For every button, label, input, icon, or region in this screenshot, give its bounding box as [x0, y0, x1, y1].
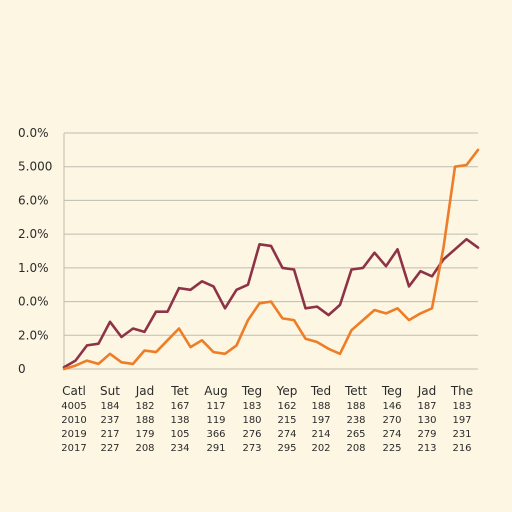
x-value-label: 295	[277, 443, 296, 454]
x-value-label: 216	[452, 443, 471, 454]
series-line-1	[62, 237, 480, 369]
x-tick-label: The	[450, 384, 473, 398]
y-tick-label: 2.0%	[18, 227, 49, 241]
x-value-label: 238	[346, 415, 365, 426]
x-value-label: 366	[206, 429, 225, 440]
x-value-label: 183	[452, 401, 471, 412]
x-tick-label: Sut	[100, 384, 120, 398]
x-tick-label: Tett	[344, 384, 367, 398]
y-tick-label: 0	[18, 362, 26, 376]
x-tick-label: Jad	[135, 384, 155, 398]
x-value-label: 167	[170, 401, 189, 412]
x-value-label: 179	[135, 429, 154, 440]
x-value-label: 146	[382, 401, 401, 412]
y-tick-label: 1.0%	[18, 261, 49, 275]
x-value-label: 234	[170, 443, 189, 454]
x-value-label: 225	[382, 443, 401, 454]
x-value-label: 2019	[61, 429, 86, 440]
x-value-label: 237	[100, 415, 119, 426]
x-value-label: 197	[311, 415, 330, 426]
x-value-label: 215	[277, 415, 296, 426]
x-value-label: 4005	[61, 401, 86, 412]
y-tick-label: 0.0%	[18, 126, 49, 140]
x-value-label: 274	[382, 429, 401, 440]
x-value-label: 202	[311, 443, 330, 454]
x-value-label: 187	[417, 401, 436, 412]
x-value-label: 273	[242, 443, 261, 454]
series-line-2	[62, 148, 480, 371]
x-value-label: 276	[242, 429, 261, 440]
x-axis: Catl Sut Jad Tet Aug Teg Yep Ted Tett Teg Jad The 40…	[61, 384, 473, 454]
x-value-label: 117	[206, 401, 225, 412]
x-value-label: 231	[452, 429, 471, 440]
y-tick-label: 0.0%	[18, 295, 49, 309]
x-value-label: 279	[417, 429, 436, 440]
x-value-label: 213	[417, 443, 436, 454]
y-tick-label: 5.000	[18, 160, 52, 174]
x-value-label: 130	[417, 415, 436, 426]
x-value-label: 197	[452, 415, 471, 426]
x-tick-label: Catl	[62, 384, 86, 398]
x-value-label: 188	[311, 401, 330, 412]
x-value-label: 214	[311, 429, 330, 440]
x-value-label: 182	[135, 401, 154, 412]
x-value-label: 188	[135, 415, 154, 426]
series-lines	[62, 148, 480, 371]
x-value-label: 274	[277, 429, 296, 440]
x-value-label: 188	[346, 401, 365, 412]
x-tick-label: Teg	[381, 384, 402, 398]
x-tick-label: Aug	[204, 384, 227, 398]
x-tick-label: Teg	[241, 384, 262, 398]
x-tick-label: Ted	[310, 384, 331, 398]
x-value-label: 270	[382, 415, 401, 426]
x-value-label: 208	[135, 443, 154, 454]
x-value-label: 180	[242, 415, 261, 426]
x-value-label: 208	[346, 443, 365, 454]
x-value-label: 217	[100, 429, 119, 440]
x-value-label: 162	[277, 401, 296, 412]
x-value-label: 183	[242, 401, 261, 412]
x-value-label: 2010	[61, 415, 86, 426]
x-value-label: 291	[206, 443, 225, 454]
x-value-label: 2017	[61, 443, 86, 454]
x-value-label: 184	[100, 401, 119, 412]
x-value-label: 105	[170, 429, 189, 440]
x-value-label: 138	[170, 415, 189, 426]
y-tick-label: 6.0%	[18, 193, 49, 207]
y-tick-label: 2.0%	[18, 328, 49, 342]
x-tick-label: Jad	[417, 384, 437, 398]
x-tick-label: Yep	[276, 384, 298, 398]
x-tick-label: Tet	[170, 384, 189, 398]
x-value-label: 265	[346, 429, 365, 440]
y-axis: 0.0% 5.000 6.0% 2.0% 1.0% 0.0% 2.0% 0	[18, 126, 65, 376]
x-value-label: 119	[206, 415, 225, 426]
x-value-label: 227	[100, 443, 119, 454]
